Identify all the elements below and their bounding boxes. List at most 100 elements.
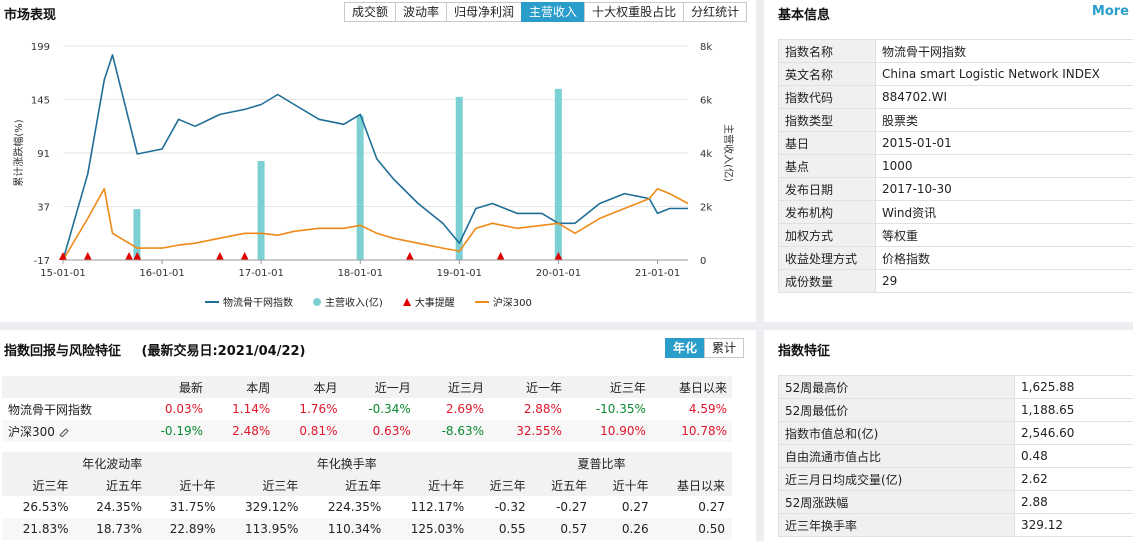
y-right-tick-label: 4k xyxy=(700,149,712,160)
y-left-axis-label: 累计涨跌幅(%) xyxy=(12,119,25,186)
revenue-bar xyxy=(257,161,265,260)
tab-turnover[interactable]: 成交额 xyxy=(344,2,397,22)
returns-row: 物流骨干网指数 0.03% 1.14% 1.76% -0.34% 2.69% 2.88% -1… xyxy=(2,398,732,420)
returns-header: 本周 xyxy=(208,376,276,398)
risk-group-header: 夏普比率 xyxy=(471,452,732,474)
latest-trade-date: (最新交易日:2021/04/22) xyxy=(141,344,306,359)
x-tick-label: 19-01-01 xyxy=(437,268,482,279)
y-right-tick-label: 6k xyxy=(700,96,712,107)
tab-revenue[interactable]: 主营收入 xyxy=(521,2,586,22)
info-key: 基日 xyxy=(778,131,876,155)
x-tick-label: 18-01-01 xyxy=(338,268,383,279)
tab-volatility[interactable]: 波动率 xyxy=(395,2,448,22)
risk-value: 0.27 xyxy=(698,500,725,514)
info-row: 英文名称 China smart Logistic Network INDEX xyxy=(778,62,1133,86)
feature-key: 指数市值总和(亿) xyxy=(778,421,1015,445)
x-tick-label: 16-01-01 xyxy=(139,268,184,279)
risk-header: 近三年 xyxy=(2,474,76,496)
chart-legend: 物流骨干网指数 主营收入(亿) 大事提醒 沪深300 xyxy=(205,294,532,309)
y-left-tick-label: 199 xyxy=(31,42,50,53)
chart-axes: 199 145 91 37 -17 8k 6k 4k 2k 0 15-01-01 16-01-01 17… xyxy=(12,42,735,279)
market-title: 市场表现 xyxy=(4,8,57,23)
risk-value: 21.83% xyxy=(2,518,76,540)
hs300-line xyxy=(62,187,689,261)
feature-key: 近三年换手率 xyxy=(778,513,1015,537)
y-right-tick-label: 0 xyxy=(700,256,706,267)
risk-value: 329.12% xyxy=(244,500,299,514)
feature-row: 近三年换手率 329.12 xyxy=(778,513,1133,537)
returns-value: 2.48% xyxy=(208,420,276,442)
tab-cumulative[interactable]: 累计 xyxy=(704,338,745,358)
feature-value: 1,625.88 xyxy=(1014,375,1133,399)
returns-table: 最新 本周 本月 近一月 近三月 近一年 近三年 基日以来 物流骨干网指数 0.03% 1.14% 1… xyxy=(2,376,732,442)
tab-annualized[interactable]: 年化 xyxy=(665,338,706,358)
feature-value: 2.62 xyxy=(1014,467,1133,491)
legend-revenue-swatch xyxy=(313,297,321,306)
risk-value: 0.26 xyxy=(594,518,656,540)
tab-top10-weight[interactable]: 十大权重股占比 xyxy=(584,2,685,22)
risk-value: 0.55 xyxy=(471,518,533,540)
chart-grid xyxy=(63,45,688,261)
returns-title-text: 指数回报与风险特征 xyxy=(4,344,122,359)
y-right-axis-label: 主营收入(亿) xyxy=(722,124,735,182)
basic-info-title: 基本信息 xyxy=(778,8,831,23)
revenue-bar xyxy=(133,209,141,260)
returns-row-name: 沪深300 xyxy=(2,420,135,442)
y-left-tick-label: 91 xyxy=(37,149,50,160)
feature-row: 52周涨跌幅 2.88 xyxy=(778,490,1133,514)
returns-value: 2.88% xyxy=(523,402,562,416)
risk-row: 26.53% 24.35% 31.75% 329.12% 224.35% 112.17% -… xyxy=(2,496,732,518)
info-row: 发布日期 2017-10-30 xyxy=(778,177,1133,201)
info-value: 2015-01-01 xyxy=(875,131,1133,155)
feature-key: 近三月日均成交量(亿) xyxy=(778,467,1015,491)
feature-key: 52周涨跌幅 xyxy=(778,490,1015,514)
legend-hs300-label[interactable]: 沪深300 xyxy=(492,298,532,309)
risk-value: 0.50 xyxy=(655,518,732,540)
basic-info-table: 指数名称 物流骨干网指数 英文名称 China smart Logistic Netw… xyxy=(778,39,1133,293)
legend-index-label[interactable]: 物流骨干网指数 xyxy=(223,298,293,309)
info-value: 29 xyxy=(875,269,1133,293)
info-key: 指数类型 xyxy=(778,108,876,132)
x-tick-label: 20-01-01 xyxy=(536,268,581,279)
risk-value: 18.73% xyxy=(75,518,149,540)
returns-header: 近三年 xyxy=(566,376,651,398)
risk-value: 125.03% xyxy=(388,518,472,540)
risk-group-header: 年化波动率 xyxy=(2,452,223,474)
risk-group-row: 年化波动率 年化换手率 夏普比率 xyxy=(2,452,732,474)
returns-value: 0.63% xyxy=(342,420,416,442)
risk-header: 近三年 xyxy=(222,474,306,496)
tab-net-profit[interactable]: 归母净利润 xyxy=(446,2,523,22)
info-key: 基点 xyxy=(778,154,876,178)
info-key: 英文名称 xyxy=(778,62,876,86)
info-row: 收益处理方式 价格指数 xyxy=(778,246,1133,270)
returns-value: 10.78% xyxy=(650,420,732,442)
more-link[interactable]: More xyxy=(1091,4,1129,19)
market-chart[interactable]: 199 145 91 37 -17 8k 6k 4k 2k 0 15-01-01 16-01-01 17… xyxy=(0,24,756,314)
risk-value: -0.27 xyxy=(556,500,588,514)
info-row: 成份数量 29 xyxy=(778,269,1133,293)
tab-dividend[interactable]: 分红统计 xyxy=(683,2,748,22)
info-key: 发布机构 xyxy=(778,200,876,224)
features-table: 52周最高价 1,625.88 52周最低价 1,188.65 指数市值总和(亿) 2,5… xyxy=(778,375,1133,537)
legend-event-icon xyxy=(402,297,411,306)
info-row: 发布机构 Wind资讯 xyxy=(778,200,1133,224)
feature-value: 1,188.65 xyxy=(1014,398,1133,422)
risk-value: 0.57 xyxy=(532,518,595,540)
info-row: 加权方式 等权重 xyxy=(778,223,1133,247)
legend-revenue-label[interactable]: 主营收入(亿) xyxy=(325,298,383,309)
chart-markers xyxy=(59,252,563,260)
edit-benchmark-icon[interactable] xyxy=(58,426,70,438)
risk-table: 年化波动率 年化换手率 夏普比率 近三年 近五年 近十年 近三年 近五年 近十年 近三年 近五年 近十… xyxy=(2,452,732,540)
y-right-tick-label: 2k xyxy=(700,203,712,214)
returns-header-row: 最新 本周 本月 近一月 近三月 近一年 近三年 基日以来 xyxy=(2,376,732,398)
info-row: 基点 1000 xyxy=(778,154,1133,178)
risk-header: 近五年 xyxy=(532,474,595,496)
risk-row: 21.83% 18.73% 22.89% 113.95% 110.34% 125.03% 0… xyxy=(2,518,732,540)
risk-value: -0.32 xyxy=(494,500,526,514)
info-key: 发布日期 xyxy=(778,177,876,201)
returns-value: 2.69% xyxy=(445,402,485,416)
legend-event-label[interactable]: 大事提醒 xyxy=(414,298,455,309)
risk-value: 26.53% xyxy=(22,500,69,514)
risk-value: 0.27 xyxy=(621,500,649,514)
returns-header: 最新 xyxy=(134,376,209,398)
